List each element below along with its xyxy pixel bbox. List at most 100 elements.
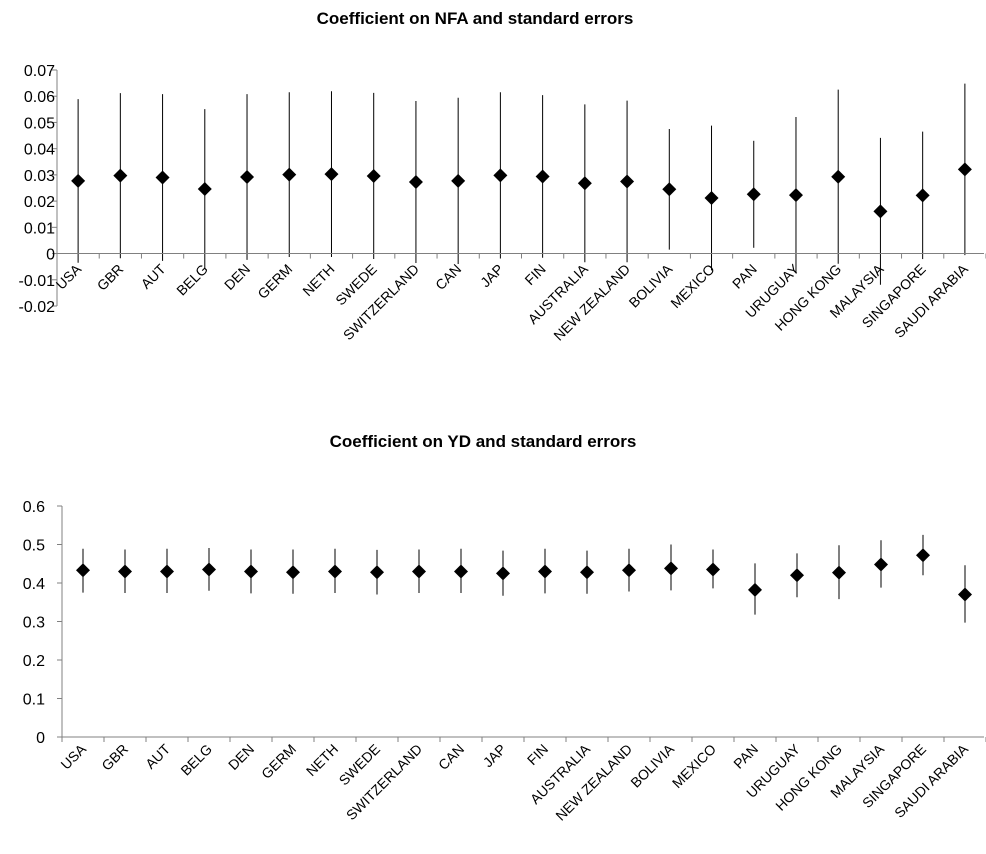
x-tick-label: BOLIVIA <box>627 740 677 790</box>
yd-coefficient-chart: Coefficient on YD and standard errors 0.… <box>23 432 986 824</box>
y-tick-label: 0.06 <box>24 89 55 106</box>
data-point <box>746 187 761 202</box>
data-point <box>664 561 678 576</box>
y-tick-label: 0.01 <box>24 220 55 237</box>
data-point <box>493 168 508 183</box>
x-tick-label: NEW ZEALAND <box>550 261 633 344</box>
x-tick-label: CAN <box>432 261 464 293</box>
data-point <box>916 548 930 563</box>
chart-title: Coefficient on YD and standard errors <box>330 432 637 451</box>
data-point <box>71 173 86 188</box>
data-point <box>328 564 342 579</box>
x-tick-label: MEXICO <box>667 261 717 311</box>
data-point <box>538 564 552 579</box>
data-point <box>240 169 255 184</box>
data-point <box>957 162 972 177</box>
data-point <box>496 566 510 581</box>
chart-title: Coefficient on NFA and standard errors <box>317 9 634 28</box>
y-tick-label: 0.03 <box>24 168 55 185</box>
x-tick-label: SAUDI ARABIA <box>891 260 972 341</box>
y-tick-label: 0.07 <box>24 63 55 80</box>
data-point <box>620 174 635 189</box>
y-tick-label: 0.2 <box>23 653 45 670</box>
x-tick-label: JAP <box>480 741 509 770</box>
data-point <box>580 565 594 580</box>
x-tick-label: SWITZERLAND <box>343 741 425 823</box>
y-tick-label: 0.3 <box>23 615 45 632</box>
y-tick-label: 0.4 <box>23 576 45 593</box>
data-point <box>197 182 212 197</box>
data-point <box>160 564 174 579</box>
data-point <box>831 169 846 184</box>
y-tick-label: 0.05 <box>24 115 55 132</box>
data-point <box>832 565 846 580</box>
data-points <box>71 162 972 219</box>
data-point <box>915 188 930 203</box>
data-point <box>118 564 132 579</box>
y-tick-label: 0 <box>36 730 45 747</box>
x-tick-label: NEW ZEALAND <box>552 741 635 824</box>
y-tick-label: 0.6 <box>23 499 45 516</box>
x-tick-label: FIN <box>524 741 551 768</box>
data-point <box>76 563 90 578</box>
x-tick-label: GERM <box>254 261 295 302</box>
data-points <box>76 548 972 602</box>
data-point <box>366 168 381 183</box>
x-tick-label: MEXICO <box>669 741 719 791</box>
y-tick-label: 0.04 <box>24 142 55 159</box>
data-point <box>577 176 592 191</box>
x-axis-ticks: USA GBR AUT BELG DEN GERM NETHSWEDESWITZERLAND… <box>53 253 986 344</box>
data-point <box>244 564 258 579</box>
data-point <box>958 587 972 602</box>
y-axis-ticks: 0.6 0.5 0.4 0.3 0.2 0.1 0 <box>23 499 62 747</box>
x-tick-label: PAN <box>730 741 761 772</box>
data-point <box>622 563 636 578</box>
data-point <box>706 562 720 577</box>
data-point <box>790 568 804 583</box>
x-tick-label: FIN <box>521 261 548 288</box>
data-point <box>704 190 719 205</box>
x-tick-label: BOLIVIA <box>626 260 676 310</box>
x-tick-label: NETH <box>299 261 337 299</box>
x-tick-label: BELG <box>177 741 215 779</box>
x-tick-label: NETH <box>303 741 341 779</box>
y-tick-label: 0 <box>46 247 55 264</box>
data-point <box>408 174 423 189</box>
data-point <box>370 565 384 580</box>
x-tick-label: BELG <box>173 261 211 299</box>
x-tick-label: DEN <box>225 741 257 773</box>
x-tick-label: GERM <box>258 741 299 782</box>
y-tick-label: 0.1 <box>23 692 45 709</box>
data-point <box>412 564 426 579</box>
data-point <box>535 169 550 184</box>
x-tick-label: CAN <box>435 741 467 773</box>
data-point <box>873 204 888 219</box>
data-point <box>282 167 297 182</box>
data-point <box>748 582 762 597</box>
x-tick-label: AUT <box>142 740 173 771</box>
nfa-coefficient-chart: Coefficient on NFA and standard errors 0… <box>19 9 986 344</box>
data-point <box>788 188 803 203</box>
y-tick-label: 0.02 <box>24 194 55 211</box>
x-tick-label: SWITZERLAND <box>340 261 422 343</box>
y-tick-label: -0.02 <box>19 299 56 316</box>
y-tick-label: 0.5 <box>23 538 45 555</box>
x-tick-label: SAUDI ARABIA <box>891 740 972 821</box>
data-point <box>662 182 677 197</box>
y-axis-ticks: 0.07 0.06 0.05 0.04 0.03 0.02 0.01 0 -0.01 -0.02 <box>19 63 57 316</box>
x-tick-label: AUT <box>138 260 169 291</box>
x-tick-label: JAP <box>477 261 506 290</box>
x-tick-label: PAN <box>729 261 760 292</box>
data-point <box>454 564 468 579</box>
data-point <box>155 170 170 185</box>
data-point <box>113 168 128 183</box>
data-point <box>286 565 300 580</box>
data-point <box>874 557 888 572</box>
data-point <box>324 167 339 182</box>
x-tick-label: DEN <box>221 261 253 293</box>
error-bars <box>82 534 966 623</box>
data-point <box>202 562 216 577</box>
y-tick-label: -0.01 <box>19 273 56 290</box>
data-point <box>451 173 466 188</box>
